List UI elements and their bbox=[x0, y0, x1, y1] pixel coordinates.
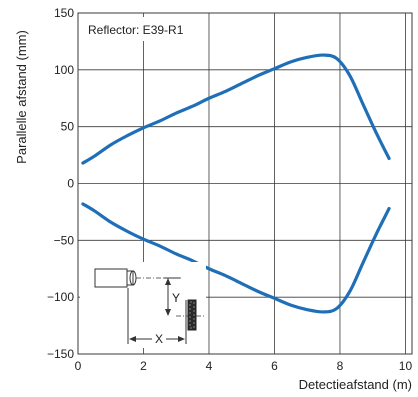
tick-labels: 0 2 4 6 8 10 150 100 50 0 −50 −100 −150 bbox=[47, 6, 412, 373]
reflector-icon bbox=[176, 299, 204, 331]
setup-diagram: Y X bbox=[80, 262, 206, 348]
y-tick-label: −150 bbox=[47, 347, 74, 361]
x-tick-label: 10 bbox=[399, 359, 413, 373]
x-axis-label: Detectieafstand (m) bbox=[299, 377, 412, 392]
x-tick-label: 4 bbox=[206, 359, 213, 373]
y-tick-label: 100 bbox=[54, 63, 74, 77]
x-tick-label: 2 bbox=[140, 359, 147, 373]
y-tick-label: 0 bbox=[67, 177, 74, 191]
lower-boundary-line bbox=[81, 202, 391, 314]
y-dimension-label: Y bbox=[172, 291, 180, 305]
x-dimension-arrow bbox=[129, 336, 185, 342]
y-axis-label: Parallelle afstand (mm) bbox=[14, 30, 29, 164]
x-tick-label: 6 bbox=[271, 359, 278, 373]
x-tick-label: 8 bbox=[337, 359, 344, 373]
curves bbox=[81, 53, 391, 314]
y-tick-label: −100 bbox=[47, 290, 74, 304]
y-tick-label: 150 bbox=[54, 6, 74, 20]
reflector-annotation: Reflector: E39-R1 bbox=[88, 23, 184, 37]
y-tick-label: −50 bbox=[54, 233, 75, 247]
annotation-box: Reflector: E39-R1 bbox=[82, 17, 206, 41]
x-dimension-label: X bbox=[155, 332, 163, 346]
plot-frame bbox=[77, 12, 413, 355]
y-tick-label: 50 bbox=[61, 120, 75, 134]
x-tick-label: 0 bbox=[75, 359, 82, 373]
upper-boundary-line bbox=[81, 53, 391, 165]
y-dimension-arrow bbox=[164, 277, 180, 316]
